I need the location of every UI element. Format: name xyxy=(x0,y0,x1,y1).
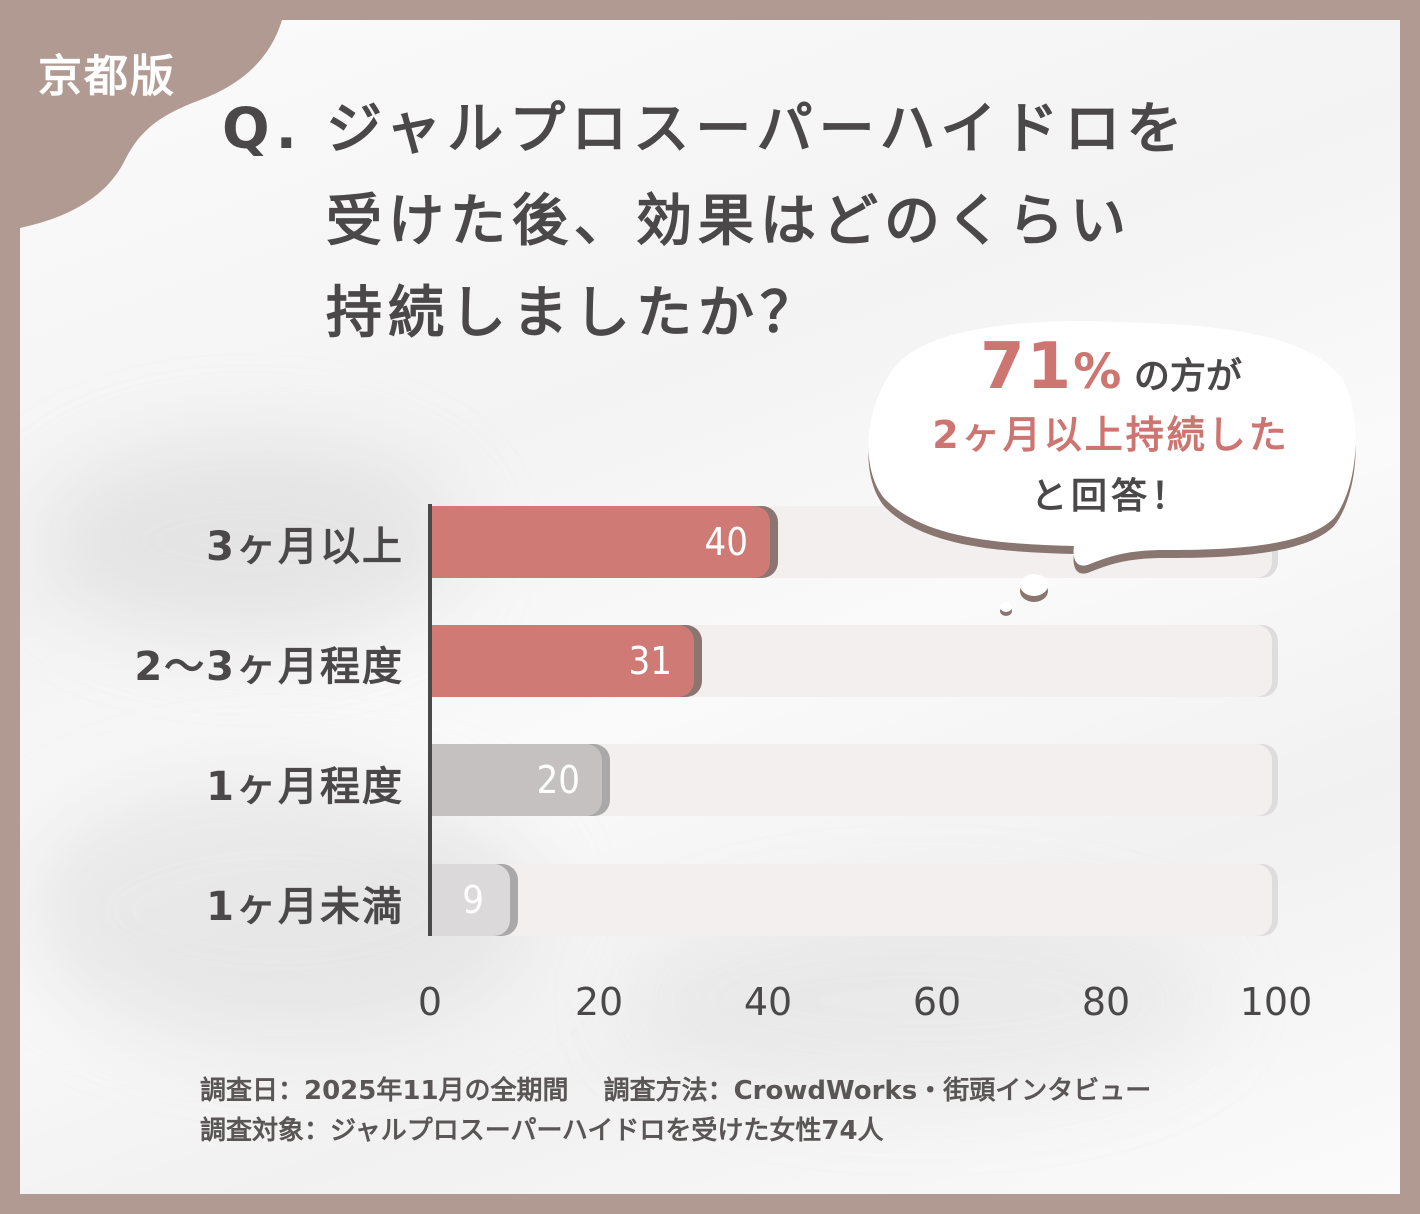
x-tick-80: 80 xyxy=(1081,980,1131,1024)
corner-blob-decoration xyxy=(0,0,300,240)
bar-value: 40 xyxy=(704,520,749,564)
question-line-2: 受けた後、効果はどのくらい xyxy=(326,189,1132,254)
question-title: Q. ジャルプロスーパーハイドロを 受けた後、効果はどのくらい 持続しましたか？ xyxy=(222,84,1188,360)
category-label-under-1-month: 1ヶ月未満 xyxy=(206,884,404,930)
bar-value: 31 xyxy=(628,639,673,683)
y-axis-line xyxy=(428,504,432,936)
bar-under-1-month: 9 xyxy=(432,864,510,936)
x-tick-20: 20 xyxy=(574,980,624,1024)
question-prefix: Q. xyxy=(222,97,303,162)
callout-text: 71% の方が 2ヶ月以上持続した と回答！ xyxy=(864,330,1358,519)
question-line-3: 持続しましたか？ xyxy=(326,281,822,346)
category-label-2-3-months: 2～3ヶ月程度 xyxy=(134,644,404,690)
survey-info-line-2: 調査対象：ジャルプロスーパーハイドロを受けた女性74人 xyxy=(200,1116,884,1146)
callout-line3: と回答！ xyxy=(1030,476,1191,517)
bar-value: 9 xyxy=(462,878,484,922)
callout-line2: 2ヶ月以上持続した xyxy=(932,413,1290,457)
bar-track xyxy=(432,864,1272,936)
x-tick-40: 40 xyxy=(743,980,793,1024)
callout-line1-suffix: の方が xyxy=(1133,356,1242,397)
category-label-1-month: 1ヶ月程度 xyxy=(206,764,404,810)
x-tick-60: 60 xyxy=(912,980,962,1024)
thought-bubble-dot xyxy=(1020,574,1048,596)
bar-2-3-months: 31 xyxy=(432,625,694,697)
survey-info-line-1: 調査日：2025年11月の全期間 調査方法：CrowdWorks・街頭インタビュ… xyxy=(200,1076,1152,1106)
thought-bubble-dot xyxy=(1000,602,1012,612)
bar-1-month: 20 xyxy=(432,744,602,816)
callout-percentage: 71 xyxy=(980,330,1074,404)
bar-value: 20 xyxy=(536,758,581,802)
x-tick-100: 100 xyxy=(1239,980,1313,1024)
callout-percent-sign: % xyxy=(1073,344,1122,400)
x-tick-0: 0 xyxy=(417,980,443,1024)
category-label-3-months-plus: 3ヶ月以上 xyxy=(206,524,404,570)
bar-3-months-plus: 40 xyxy=(432,506,770,578)
thought-bubble xyxy=(868,321,1356,574)
edition-badge: 京都版 xyxy=(38,51,176,102)
background-shadow xyxy=(40,440,460,640)
question-line-1: ジャルプロスーパーハイドロを xyxy=(326,97,1189,162)
